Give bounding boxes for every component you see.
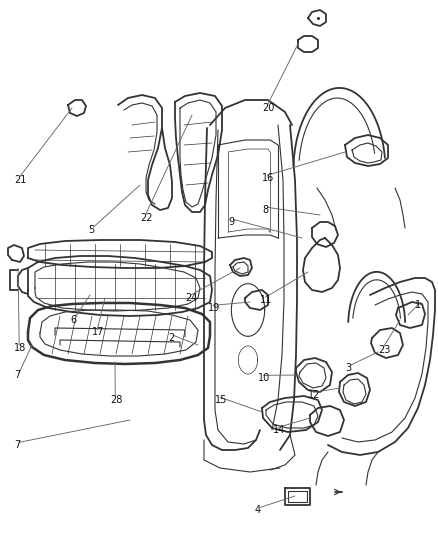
- Text: 16: 16: [262, 173, 274, 183]
- Text: 6: 6: [70, 315, 76, 325]
- Text: 7: 7: [14, 370, 20, 380]
- Text: 28: 28: [110, 395, 122, 405]
- Text: 4: 4: [255, 505, 261, 515]
- Text: 11: 11: [260, 295, 272, 305]
- Text: 9: 9: [228, 217, 234, 227]
- Text: 10: 10: [258, 373, 270, 383]
- Text: 3: 3: [345, 363, 351, 373]
- Text: 15: 15: [215, 395, 227, 405]
- Text: 1: 1: [415, 300, 421, 310]
- Text: 20: 20: [262, 103, 274, 113]
- Text: 21: 21: [14, 175, 26, 185]
- Text: 18: 18: [14, 343, 26, 353]
- Text: 8: 8: [262, 205, 268, 215]
- Text: 24: 24: [185, 293, 198, 303]
- Text: 2: 2: [168, 333, 174, 343]
- Text: 17: 17: [92, 327, 104, 337]
- Text: 7: 7: [14, 440, 20, 450]
- Text: 23: 23: [378, 345, 390, 355]
- Text: 5: 5: [88, 225, 94, 235]
- Text: 14: 14: [273, 425, 285, 435]
- Text: 22: 22: [140, 213, 152, 223]
- Text: 12: 12: [308, 390, 320, 400]
- Text: 19: 19: [208, 303, 220, 313]
